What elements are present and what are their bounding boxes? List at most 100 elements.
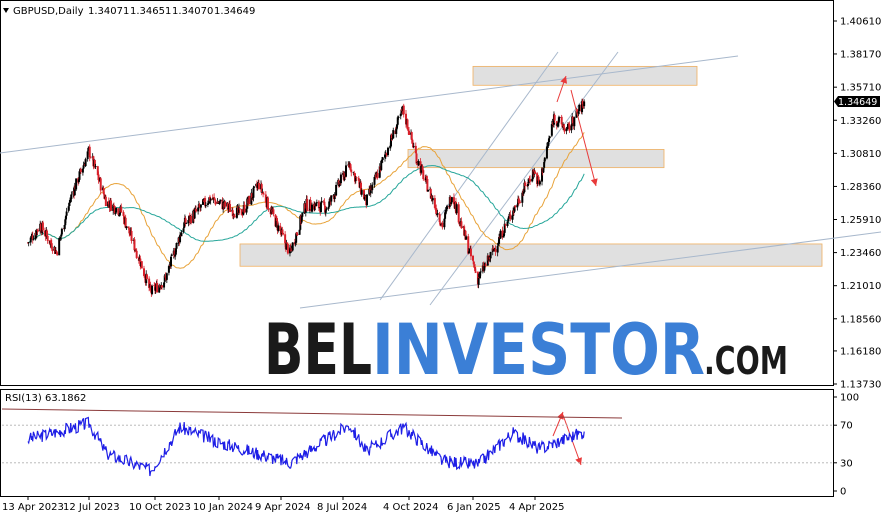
candle-body bbox=[352, 172, 355, 174]
candle-body bbox=[563, 127, 566, 132]
candle-body bbox=[319, 202, 322, 213]
candle-body bbox=[204, 198, 207, 206]
arrow-up-rsi-head bbox=[557, 412, 564, 420]
rsi-tick-label-2: 30 bbox=[840, 458, 853, 469]
candle-body bbox=[450, 197, 453, 203]
candle-body bbox=[558, 117, 561, 119]
candle-body bbox=[266, 197, 269, 210]
candle-body bbox=[102, 188, 105, 194]
candle-body bbox=[467, 251, 470, 254]
candle-body bbox=[457, 204, 460, 223]
candle-body bbox=[469, 248, 472, 257]
candle-body bbox=[197, 207, 200, 212]
candle-body bbox=[46, 235, 49, 241]
candle-body bbox=[355, 177, 358, 179]
candle-body bbox=[133, 239, 136, 251]
rsi-axis: 100 70 30 0 bbox=[833, 393, 859, 498]
candle-body bbox=[444, 210, 447, 212]
candle-body bbox=[581, 101, 584, 113]
candle-body bbox=[493, 248, 496, 250]
candle-body bbox=[104, 196, 107, 207]
candle-body bbox=[494, 249, 497, 252]
candle-body bbox=[472, 255, 474, 261]
candle-body bbox=[69, 200, 72, 203]
candle-body bbox=[115, 207, 118, 213]
candle-body bbox=[294, 242, 297, 244]
candle-body bbox=[262, 192, 265, 194]
candle-body bbox=[113, 206, 116, 214]
candle-body bbox=[426, 179, 429, 192]
candle-body bbox=[235, 207, 238, 218]
time-tick-label-4: 9 Apr 2024 bbox=[255, 502, 310, 513]
candle-body bbox=[483, 266, 486, 271]
candle-body bbox=[253, 186, 256, 188]
candle-body bbox=[135, 250, 138, 258]
candle-body bbox=[343, 173, 346, 181]
candle-body bbox=[441, 222, 444, 228]
candle-body bbox=[224, 201, 227, 207]
candle-body bbox=[395, 128, 398, 134]
candle-body bbox=[373, 176, 376, 185]
candle-body bbox=[318, 207, 321, 209]
price-tick-label-8: 1.21010 bbox=[840, 281, 881, 292]
candle-body bbox=[174, 248, 177, 255]
candle-body bbox=[117, 208, 120, 215]
candle-body bbox=[43, 230, 46, 236]
candle-body bbox=[327, 206, 330, 209]
trendline-1 bbox=[299, 231, 881, 309]
candle-body bbox=[360, 190, 363, 195]
candle-body bbox=[433, 198, 436, 208]
candle-body bbox=[170, 254, 173, 256]
candle-body bbox=[460, 221, 463, 229]
candle-body bbox=[64, 215, 67, 220]
candle-body bbox=[256, 185, 259, 189]
candle-body bbox=[163, 275, 166, 282]
candle-body bbox=[507, 216, 510, 219]
candle-body bbox=[526, 183, 529, 186]
price-tick-label-10: 1.16180 bbox=[840, 346, 881, 357]
candle-body bbox=[438, 213, 441, 223]
candle-body bbox=[134, 249, 137, 251]
candle-body bbox=[576, 109, 579, 112]
candle-body bbox=[39, 224, 42, 231]
candle-body bbox=[55, 251, 58, 253]
candle-body bbox=[227, 208, 230, 210]
candle-body bbox=[502, 236, 505, 238]
candle-body bbox=[99, 178, 102, 191]
trendline-2 bbox=[379, 51, 559, 301]
time-tick-label-7: 6 Jan 2025 bbox=[447, 502, 501, 513]
candle-body bbox=[50, 240, 53, 244]
candle-body bbox=[386, 154, 389, 156]
candle-body bbox=[560, 116, 563, 125]
candle-body bbox=[213, 198, 216, 201]
candle-body bbox=[218, 201, 221, 203]
candle-body bbox=[260, 184, 263, 192]
rsi-tick-label-3: 0 bbox=[840, 487, 846, 498]
candle-body bbox=[509, 214, 512, 220]
candle-body bbox=[553, 114, 556, 121]
candle-body bbox=[68, 203, 71, 206]
candle-body bbox=[37, 230, 40, 232]
candle-body bbox=[170, 256, 172, 267]
price-tick-label-5: 1.28360 bbox=[840, 182, 881, 193]
candle-body bbox=[198, 204, 201, 208]
candle-body bbox=[308, 210, 311, 212]
candle-body bbox=[390, 135, 392, 147]
candle-body bbox=[277, 225, 280, 232]
trendlines bbox=[0, 51, 881, 309]
candle-body bbox=[229, 204, 232, 212]
candle-body bbox=[252, 187, 255, 198]
candle-body bbox=[245, 208, 248, 213]
candle-body bbox=[89, 157, 92, 159]
candle-body bbox=[473, 264, 476, 268]
candle-body bbox=[299, 215, 302, 230]
candle-body bbox=[575, 110, 578, 118]
collapse-triangle-icon[interactable] bbox=[3, 8, 9, 13]
candle-body bbox=[195, 209, 198, 212]
candle-body bbox=[412, 143, 415, 148]
candle-body bbox=[84, 159, 87, 167]
candle-body bbox=[562, 125, 565, 128]
candle-body bbox=[517, 198, 520, 204]
candle-body bbox=[408, 130, 410, 135]
candle-body bbox=[522, 192, 525, 194]
